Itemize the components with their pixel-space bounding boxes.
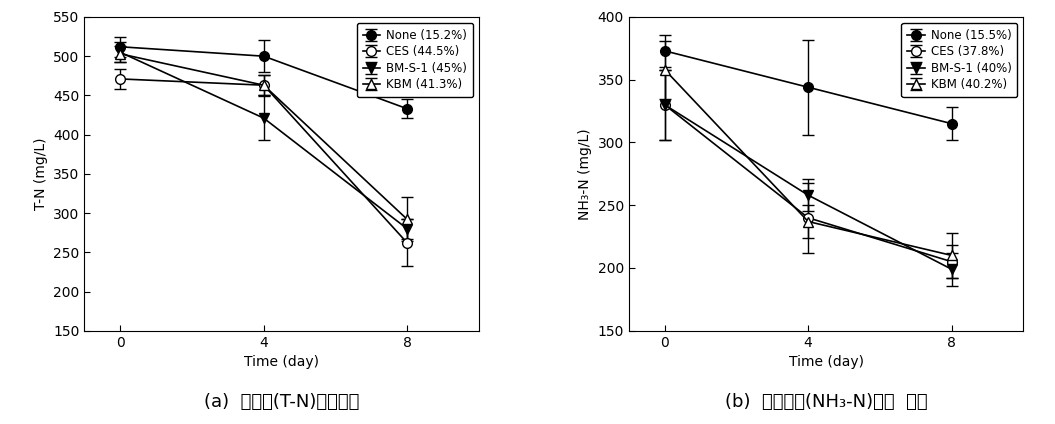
Y-axis label: T-N (mg/L): T-N (mg/L) bbox=[34, 138, 47, 210]
Text: (b)  암모니아(NH₃-N)처리  효과: (b) 암모니아(NH₃-N)처리 효과 bbox=[725, 393, 927, 411]
Legend: None (15.5%), CES (37.8%), BM-S-1 (40%), KBM (40.2%): None (15.5%), CES (37.8%), BM-S-1 (40%),… bbox=[901, 23, 1017, 97]
X-axis label: Time (day): Time (day) bbox=[788, 355, 864, 369]
Legend: None (15.2%), CES (44.5%), BM-S-1 (45%), KBM (41.3%): None (15.2%), CES (44.5%), BM-S-1 (45%),… bbox=[357, 23, 473, 97]
X-axis label: Time (day): Time (day) bbox=[244, 355, 320, 369]
Y-axis label: NH₃-N (mg/L): NH₃-N (mg/L) bbox=[578, 128, 592, 220]
Text: (a)  총질소(T-N)처리효과: (a) 총질소(T-N)처리효과 bbox=[204, 393, 360, 411]
